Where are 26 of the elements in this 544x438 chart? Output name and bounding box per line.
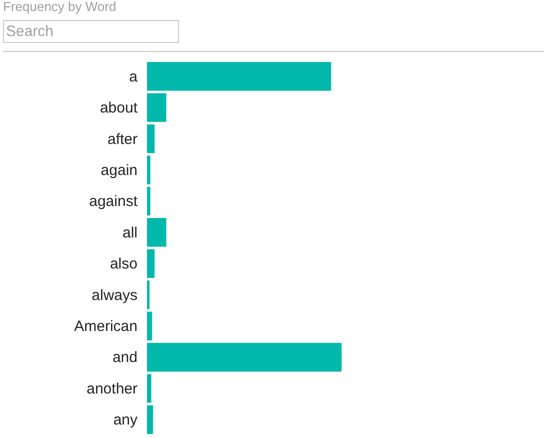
y-tick-label: about [100,100,138,117]
chart-title: Frequency by Word [3,0,116,14]
y-tick-label: also [110,256,138,273]
bar [147,156,150,184]
y-tick-label: all [122,224,138,242]
bar [147,342,342,372]
bar [147,62,332,91]
bar [147,374,152,403]
search-field: Search [3,20,179,43]
y-tick-label: a [129,68,138,86]
y-tick-label: after [107,130,138,148]
bar [147,405,154,434]
bar [147,218,166,247]
y-tick-label: any [113,412,138,429]
bar [147,186,150,216]
y-tick-label: another [86,380,138,398]
y-tick-label: and [112,349,138,366]
y-tick-label: against [89,193,138,210]
bar [147,312,152,340]
bar [147,93,166,122]
bar [147,249,155,278]
bar [147,124,155,154]
y-tick-label: always [92,286,138,304]
y-tick-label: American [74,318,138,336]
y-tick-label: again [100,162,138,179]
bar [147,280,150,310]
